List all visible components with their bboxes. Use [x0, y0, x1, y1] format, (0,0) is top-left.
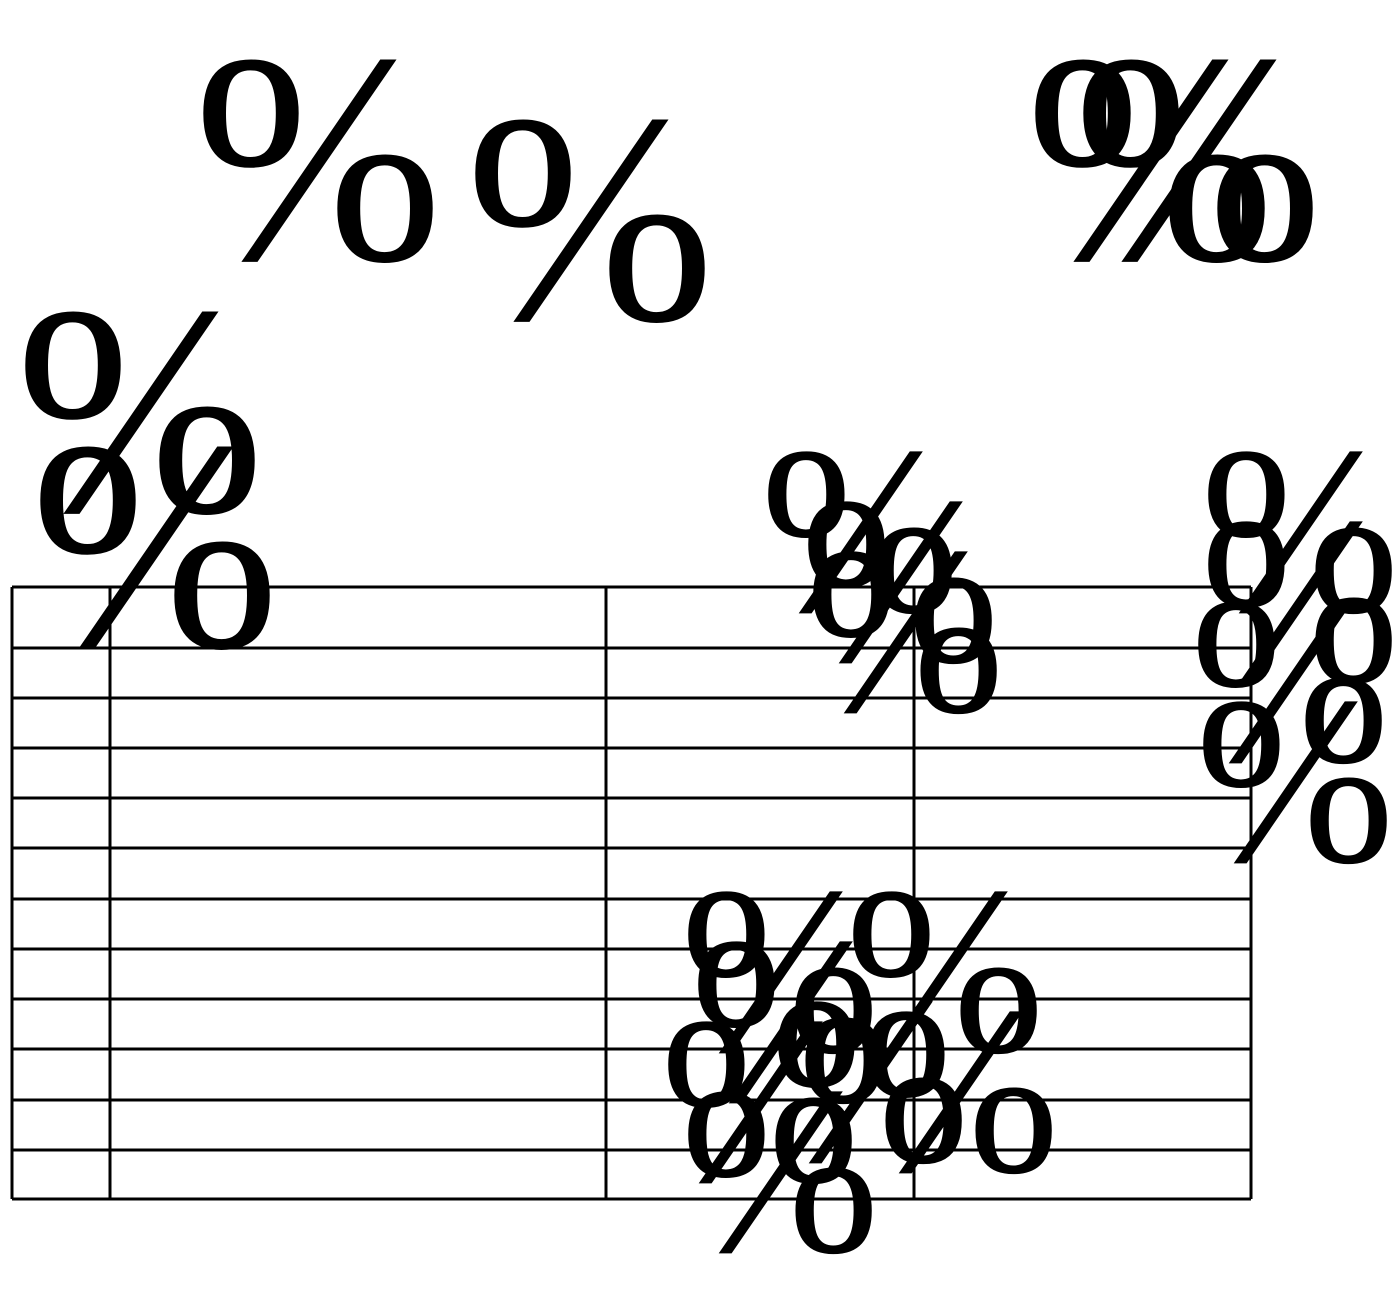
percent-symbol: % [690, 887, 890, 1153]
percent-symbol: % [1195, 647, 1392, 913]
percent-symbols-layer: %%%%%%%%%%%%%%%%%%%% [15, 0, 1392, 1290]
percent-symbol: % [845, 837, 1045, 1103]
percent-symbol: % [15, 244, 265, 576]
document-page: %%%%%%%%%%%%%%%%%%%% [10, 0, 1392, 1290]
percent-symbol: % [1200, 397, 1392, 663]
percent-symbol: % [30, 379, 280, 711]
percent-symbol: % [760, 397, 960, 663]
percent-symbol: % [465, 52, 715, 384]
percent-symbol: % [1190, 547, 1390, 813]
percent-symbol: % [800, 447, 1000, 713]
percent-symbol: % [805, 497, 1005, 763]
percent-symbol: % [680, 1037, 880, 1303]
percent-symbol: % [1025, 0, 1275, 324]
percent-symbol: % [860, 957, 1060, 1223]
percent-symbol: % [1200, 467, 1392, 733]
percent-symbol: % [770, 947, 970, 1213]
percent-symbol: % [680, 837, 880, 1103]
percent-symbol: % [193, 0, 443, 324]
percent-symbol: % [660, 967, 860, 1233]
empty-ruled-table [10, 585, 1253, 1201]
percent-symbol: % [1073, 0, 1323, 324]
